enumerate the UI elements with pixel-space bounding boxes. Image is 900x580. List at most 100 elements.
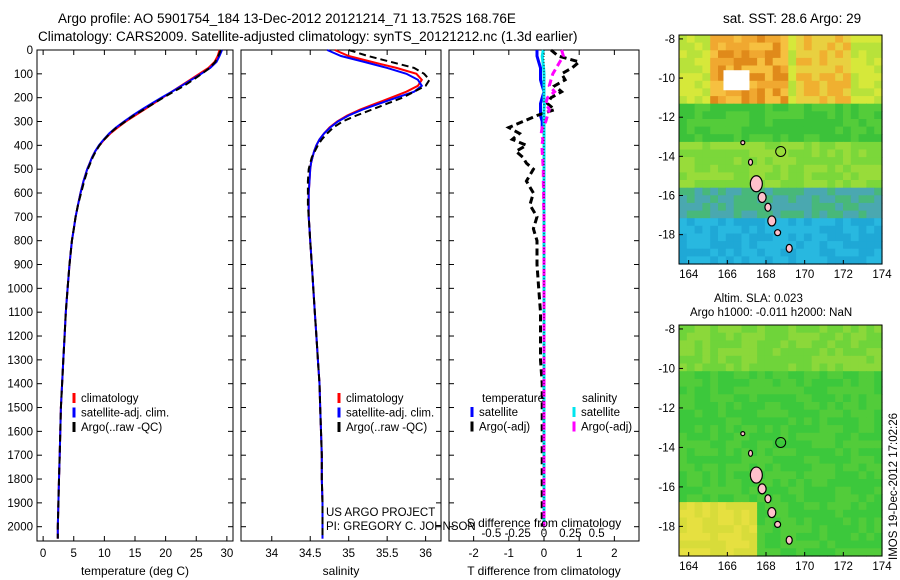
- map-cell: [835, 180, 844, 189]
- map-x-tick-label: 168: [756, 269, 775, 281]
- map-cell: [788, 111, 797, 120]
- map-cell: [850, 455, 860, 465]
- map-cell: [803, 65, 813, 74]
- map-cell: [843, 340, 852, 349]
- map-cell: [733, 363, 743, 372]
- map-cell: [749, 80, 758, 89]
- map-cell: [788, 210, 797, 219]
- map-cell: [710, 96, 719, 105]
- map-cell: [694, 149, 703, 158]
- map-cell: [780, 409, 789, 418]
- map-cell: [686, 378, 696, 388]
- pi-label: PI: GREGORY C. JOHNSON: [326, 521, 476, 533]
- map-cell: [710, 225, 719, 234]
- x-tick-label: 0: [40, 548, 46, 560]
- map-cell: [827, 195, 836, 204]
- map-cell: [819, 195, 828, 204]
- map-cell: [686, 471, 696, 480]
- map-cell: [874, 126, 883, 135]
- map-cell: [694, 440, 703, 449]
- map-cell: [796, 73, 805, 82]
- map-cell: [764, 65, 774, 74]
- map-cell: [858, 195, 867, 204]
- map-cell: [725, 172, 735, 181]
- map-cell: [819, 42, 828, 51]
- map-cell: [764, 332, 774, 341]
- map-cell: [796, 409, 805, 418]
- map-cell: [788, 187, 797, 196]
- map-cell: [835, 417, 844, 426]
- map-cell: [866, 455, 875, 465]
- map-cell: [718, 540, 727, 549]
- map-cell: [780, 180, 789, 189]
- map-cell: [796, 195, 805, 204]
- map-cell: [741, 417, 750, 426]
- map-cell: [749, 394, 758, 403]
- map-cell: [764, 540, 774, 549]
- map-cell: [874, 149, 883, 158]
- map-cell: [702, 525, 711, 534]
- map-cell: [686, 394, 696, 403]
- map-cell: [858, 509, 867, 519]
- map-cell: [757, 425, 766, 434]
- map-cell: [741, 164, 750, 173]
- map-cell: [749, 248, 758, 257]
- map-cell: [803, 532, 813, 542]
- map-cell: [819, 50, 828, 59]
- map-x-tick-label: 168: [756, 561, 775, 573]
- map-cell: [803, 35, 813, 44]
- map-cell: [733, 225, 743, 234]
- map-cell: [788, 195, 797, 204]
- map-cell: [679, 103, 688, 112]
- map-cell: [749, 378, 758, 388]
- map-cell: [764, 371, 774, 380]
- map-cell: [780, 42, 789, 51]
- map-cell: [803, 218, 813, 227]
- map-cell: [803, 417, 813, 426]
- map-cell: [764, 386, 774, 395]
- map-cell: [866, 126, 875, 135]
- map-cell: [835, 378, 844, 388]
- map-cell: [733, 111, 743, 120]
- map-cell: [811, 248, 821, 257]
- map-cell: [811, 233, 821, 242]
- map-cell: [874, 479, 883, 488]
- map-cell: [874, 248, 883, 257]
- map-cell: [718, 88, 727, 97]
- map-cell: [796, 210, 805, 219]
- map-cell: [819, 80, 828, 89]
- map-cell: [874, 141, 883, 151]
- map-cell: [819, 517, 828, 526]
- map-cell: [772, 486, 782, 495]
- map-cell: [764, 525, 774, 534]
- map-cell: [827, 141, 836, 151]
- map-cell: [764, 210, 774, 219]
- map-cell: [803, 340, 813, 349]
- map-cell: [874, 386, 883, 395]
- map-x-tick-label: 164: [679, 269, 699, 281]
- map-cell: [733, 409, 743, 418]
- map-cell: [757, 325, 766, 334]
- map-cell: [764, 233, 774, 242]
- map-cell: [803, 241, 813, 250]
- map-cell: [858, 425, 867, 434]
- map-cell: [835, 548, 844, 557]
- temperature-panel: 0 5 10 15 20 25 300100200300400500600700800900…: [7, 45, 234, 578]
- map-cell: [733, 371, 743, 380]
- map-cell: [741, 180, 750, 189]
- map-cell: [679, 332, 688, 341]
- map-cell: [749, 486, 758, 495]
- map-cell: [858, 325, 867, 334]
- map-cell: [835, 440, 844, 449]
- map-cell: [780, 65, 789, 74]
- map-cell: [811, 42, 821, 51]
- map-cell: [850, 126, 860, 135]
- map-cell: [811, 386, 821, 395]
- map-cell: [796, 88, 805, 97]
- map-cell: [710, 256, 719, 265]
- x-tick-label: 15: [129, 548, 142, 560]
- map-cell: [741, 96, 750, 105]
- map-cell: [788, 409, 797, 418]
- map-cell: [749, 355, 758, 365]
- map-cell: [796, 248, 805, 257]
